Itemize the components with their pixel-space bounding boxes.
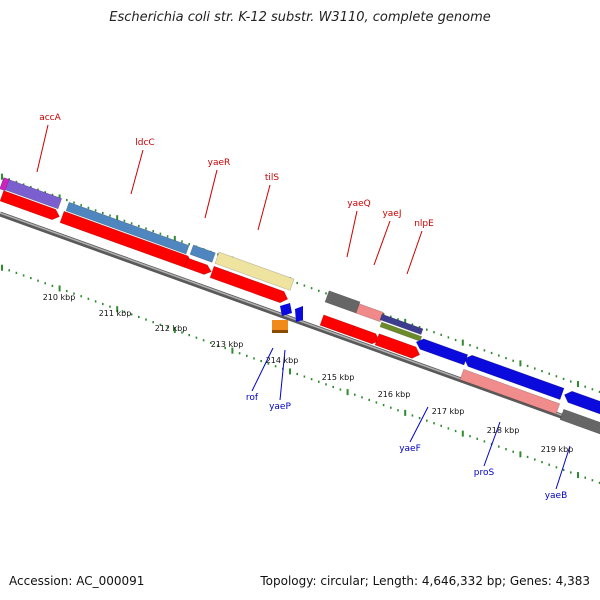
gene-label-yaeQ[interactable]: yaeQ	[347, 199, 370, 209]
leader-line-yaeP	[279, 349, 286, 401]
leader-line-yaeJ	[373, 220, 391, 266]
scale-tick-label: 210 kbp	[43, 293, 76, 302]
leader-line-yaeR	[204, 169, 218, 219]
gene-feature-yaeB[interactable]	[563, 390, 600, 415]
leader-line-yaeB	[555, 445, 571, 490]
leader-line-ldcC	[130, 149, 144, 195]
gene-label-yaeF[interactable]: yaeF	[399, 444, 421, 454]
leader-line-nlpE	[406, 230, 423, 275]
gene-label-yaeB[interactable]: yaeB	[545, 491, 568, 501]
gene-label-nlpE[interactable]: nlpE	[414, 219, 434, 229]
gene-label-ldcC[interactable]: ldcC	[135, 138, 154, 148]
cds-forward-arrow[interactable]	[374, 333, 421, 359]
gene-feature-orange-shadow	[272, 330, 288, 333]
leader-line-tilS	[257, 184, 271, 231]
gene-feature-left-edge[interactable]	[0, 177, 10, 192]
accession-text: Accession: AC_000091	[9, 574, 145, 588]
leader-line-proS	[483, 421, 501, 467]
cds-forward-arrow[interactable]	[209, 265, 289, 304]
gene-feature-yaeP[interactable]	[295, 306, 303, 322]
gene-feature-nlpE[interactable]	[379, 313, 424, 335]
scale-tick-label: 212 kbp	[155, 324, 188, 333]
gene-label-yaeJ[interactable]: yaeJ	[382, 209, 401, 219]
gene-label-accA[interactable]: accA	[39, 113, 61, 123]
cds-forward-arrow[interactable]	[183, 257, 212, 275]
genome-title: Escherichia coli str. K-12 substr. W3110…	[109, 10, 491, 25]
leader-line-yaeQ	[346, 210, 358, 258]
gene-feature-ldcC[interactable]	[65, 201, 190, 255]
gene-feature-yaeJ[interactable]	[355, 303, 384, 323]
gene-feature-yaeB-strand[interactable]	[463, 354, 565, 400]
gene-label-yaeP[interactable]: yaeP	[269, 402, 291, 412]
scale-tick-label: 213 kbp	[211, 340, 244, 349]
scale-tick-label: 211 kbp	[99, 309, 132, 318]
gene-feature-yaeR[interactable]	[189, 244, 216, 263]
gene-feature-proS[interactable]	[459, 368, 561, 415]
cds-forward-arrow[interactable]	[0, 190, 60, 221]
genome-summary-text: Topology: circular; Length: 4,646,332 bp…	[260, 574, 590, 588]
scale-tick-label: 215 kbp	[322, 373, 355, 382]
leader-line-rof	[251, 347, 274, 392]
scale-tick-label: 214 kbp	[266, 356, 299, 365]
gene-subfeature-nlpE[interactable]	[379, 321, 423, 342]
gene-label-tilS[interactable]: tilS	[265, 173, 280, 183]
gene-feature-orange[interactable]	[272, 320, 288, 332]
gene-feature-yaeF[interactable]	[415, 338, 469, 366]
leader-line-accA	[36, 124, 49, 173]
gene-feature-yaeQ[interactable]	[324, 290, 361, 314]
scale-tick-label: 219 kbp	[541, 445, 574, 454]
gene-label-yaeR[interactable]: yaeR	[208, 158, 231, 168]
cds-forward-arrow[interactable]	[349, 325, 380, 345]
gene-label-proS[interactable]: proS	[474, 468, 495, 478]
gene-feature-grey-right[interactable]	[559, 408, 600, 435]
gene-feature-tilS[interactable]	[214, 251, 295, 291]
gene-label-rof[interactable]: rof	[246, 393, 259, 403]
gene-feature-accA[interactable]	[0, 177, 63, 210]
gene-feature-rof[interactable]	[280, 303, 292, 316]
scale-tick-label: 218 kbp	[487, 426, 520, 435]
scale-tick-label: 216 kbp	[378, 390, 411, 399]
leader-line-yaeF	[409, 406, 429, 443]
scale-tick-label: 217 kbp	[432, 407, 465, 416]
